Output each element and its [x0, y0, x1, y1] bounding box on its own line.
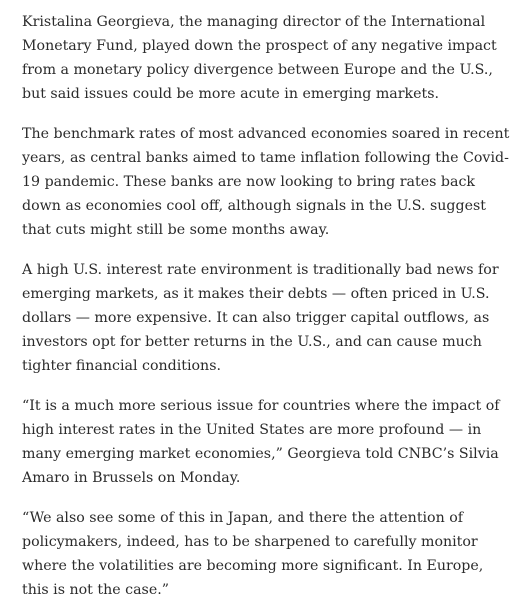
article-paragraph-3: A high U.S. interest rate environment is…: [22, 262, 499, 374]
article-paragraph-2: The benchmark rates of most advanced eco…: [22, 126, 510, 238]
article-paragraph-1: Kristalina Georgieva, the managing direc…: [22, 14, 497, 102]
article-paragraph-4: “It is a much more serious issue for cou…: [22, 398, 500, 486]
article-paragraph-5: “We also see some of this in Japan, and …: [22, 510, 484, 598]
